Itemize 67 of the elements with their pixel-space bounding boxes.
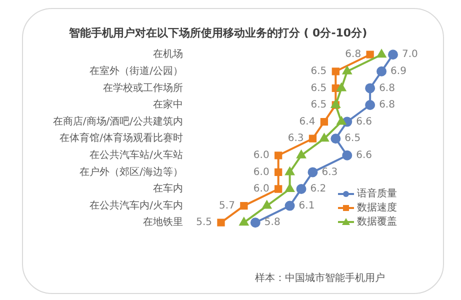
data-label: 5.5 [196,217,212,228]
point [285,167,294,176]
data-label: 6.1 [298,200,315,212]
point [330,134,341,144]
y-tick-label: 在车内 [153,182,183,195]
data-label: 6.9 [390,66,406,77]
point [320,118,328,126]
point [365,83,376,94]
point [239,218,248,226]
y-tick-label: 在商店/商场/酒吧/公共建筑内 [52,115,183,128]
data-label: 6.6 [356,116,372,128]
data-label: 6.0 [253,150,270,161]
point [308,134,317,142]
point [284,200,295,211]
y-tick-label: 在室外（街道/公园） [90,64,183,77]
point [342,150,352,160]
point [296,150,306,158]
point [336,83,346,92]
point [217,218,225,226]
legend-label: 数据速度 [357,202,397,214]
point [365,100,376,110]
data-label: 6.2 [310,184,326,195]
data-label: 6.5 [310,82,327,94]
point [296,184,306,194]
point [274,152,282,160]
y-tick-label: 在学校或工作场所 [103,82,183,94]
y-tick-label: 在地铁里 [143,216,183,228]
point [332,68,340,76]
point [320,134,329,142]
data-label: 6.8 [379,100,395,111]
data-label: 6.5 [344,133,361,144]
data-label: 6.6 [356,150,372,161]
point [240,202,248,210]
y-tick-label: 在机场 [153,48,183,60]
point [274,185,282,193]
data-label: 6.3 [322,166,338,178]
data-label: 6.8 [345,49,362,60]
data-label: 6.5 [310,66,327,77]
data-label: 6.4 [299,116,316,128]
point [250,218,260,228]
data-label: 6.0 [253,166,270,178]
point [376,66,387,76]
y-tick-label: 在公共汽车内/火车内 [90,199,183,212]
data-label: 5.7 [219,200,235,212]
point [377,50,386,58]
data-label: 6.5 [310,100,327,111]
point [262,200,272,209]
data-label: 6.8 [379,82,395,94]
legend-label: 语音质量 [357,188,397,200]
point [388,50,398,60]
data-label: 7.0 [402,49,418,60]
data-label: 6.3 [288,133,304,144]
y-tick-label: 在公共汽车站/火车站 [90,148,183,161]
text: 样本：中国城市智能手机用户 [255,272,385,285]
point [285,184,294,192]
point [274,168,282,176]
y-tick-label: 在户外（郊区/海边等） [80,166,183,178]
point [336,116,346,125]
data-label: 6.0 [253,184,270,195]
y-tick-label: 在家中 [153,98,183,111]
data-label: 5.8 [264,217,280,228]
point [366,50,374,58]
point [342,66,352,74]
chart-title: 智能手机用户对在以下场所使用移动业务的打分 ( 0分-10分) [68,26,368,40]
point [308,167,318,178]
y-tick-label: 在体育馆/体育场观看比赛时 [60,132,183,144]
legend-label: 数据覆盖 [357,216,397,228]
